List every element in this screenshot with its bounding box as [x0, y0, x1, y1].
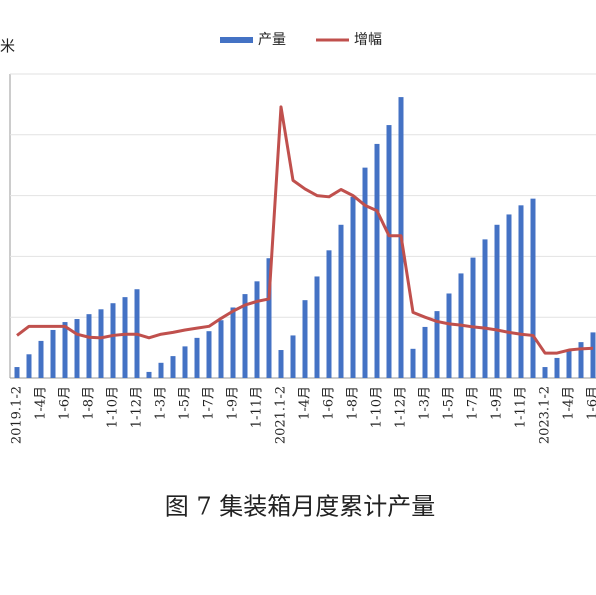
x-tick-label: 1-11月 — [514, 386, 529, 428]
x-tick-label: 1-3月 — [418, 386, 433, 420]
bar — [422, 326, 428, 378]
caption: 图 7 集装箱月度累计产量 — [165, 493, 436, 521]
x-tick-label: 1-8月 — [346, 386, 361, 420]
bar — [26, 354, 32, 378]
bar — [62, 322, 68, 378]
bar — [494, 224, 500, 378]
bar — [578, 342, 584, 378]
bar — [254, 281, 260, 378]
bar — [374, 143, 380, 378]
bar — [218, 320, 224, 378]
x-tick-label: 1-12月 — [394, 386, 409, 428]
bar — [122, 297, 128, 378]
x-tick-label: 2023.1-2 — [538, 386, 553, 444]
bar — [158, 362, 164, 378]
bar — [482, 239, 488, 378]
x-tick-label: 1-9月 — [226, 386, 241, 420]
bar — [38, 340, 44, 378]
x-tick-label: 1-3月 — [154, 386, 169, 420]
x-tick-label: 1-11月 — [250, 386, 265, 428]
x-tick-label: 1-5月 — [442, 386, 457, 420]
x-tick-label: 1-7月 — [466, 386, 481, 420]
bar — [302, 300, 308, 378]
x-tick-label: 1-7月 — [202, 386, 217, 420]
bar — [266, 258, 272, 378]
x-tick-label: 1-6月 — [58, 386, 73, 420]
bar — [410, 348, 416, 378]
x-tick-label: 1-4月 — [298, 386, 313, 420]
bar — [350, 196, 356, 378]
bar — [110, 303, 116, 378]
x-tick-label: 1-5月 — [178, 386, 193, 420]
x-tick-label: 2021.1-2 — [274, 386, 289, 444]
bar — [314, 276, 320, 378]
bar — [206, 331, 212, 378]
legend-swatch — [220, 37, 253, 43]
x-tick-label: 1-8月 — [82, 386, 97, 420]
legend-label: 产量 — [258, 32, 286, 48]
bar — [326, 250, 332, 378]
bar — [566, 350, 572, 378]
bar — [242, 294, 248, 378]
x-tick-label: 1-9月 — [490, 386, 505, 420]
legend-label: 增幅 — [354, 32, 382, 48]
bar — [146, 371, 152, 378]
x-tick-label: 1-12月 — [130, 386, 145, 428]
bar — [590, 332, 596, 378]
bar — [74, 319, 80, 378]
x-tick-label: 1-6月 — [322, 386, 337, 420]
x-tick-label: 1-10月 — [106, 386, 121, 428]
x-tick-label: 2019.1-2 — [10, 386, 25, 444]
unit-label: 米 — [0, 37, 15, 55]
bar — [470, 257, 476, 378]
bar — [338, 224, 344, 378]
bar — [434, 311, 440, 378]
bar — [230, 307, 236, 378]
bar — [194, 337, 200, 378]
bar — [278, 350, 284, 378]
bar — [542, 367, 548, 378]
bar — [14, 367, 20, 378]
bar — [554, 357, 560, 378]
bar — [290, 335, 296, 378]
x-tick-label: 1-4月 — [34, 386, 49, 420]
x-tick-label: 1-4月 — [562, 386, 577, 420]
bar — [362, 167, 368, 378]
bar — [98, 309, 104, 378]
line — [16, 105, 594, 355]
x-tick-label: 1-10月 — [370, 386, 385, 428]
bar — [182, 346, 188, 378]
x-tick-label: 1-6月 — [586, 386, 596, 420]
bar — [50, 329, 56, 378]
bar — [170, 356, 176, 378]
bar — [386, 125, 392, 379]
bar — [506, 214, 512, 378]
bar — [446, 293, 452, 378]
bar — [86, 314, 92, 378]
bar — [530, 198, 536, 378]
bar — [518, 205, 524, 378]
